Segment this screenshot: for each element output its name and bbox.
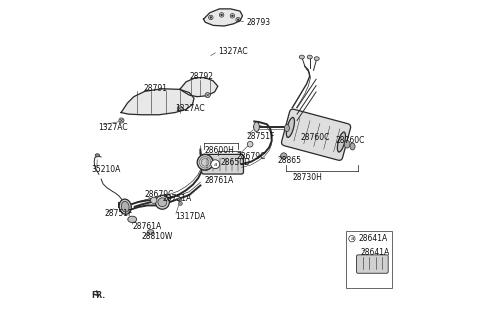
Polygon shape [121,89,194,115]
Circle shape [237,19,239,21]
Text: 28751F: 28751F [246,132,275,141]
Text: 28679C: 28679C [145,190,174,198]
Circle shape [210,16,212,18]
Text: 28730H: 28730H [292,173,322,182]
Circle shape [205,93,210,98]
Circle shape [281,153,287,159]
Text: 28751F: 28751F [104,209,132,217]
Ellipse shape [253,122,259,132]
Ellipse shape [314,57,319,61]
Ellipse shape [307,55,312,59]
Text: 28751A: 28751A [162,194,192,203]
Circle shape [178,198,181,202]
Circle shape [119,118,124,123]
Text: 28760C: 28760C [300,133,330,142]
Text: 28792: 28792 [189,72,213,81]
Circle shape [231,15,233,17]
Circle shape [156,195,169,209]
Text: a: a [350,236,354,241]
Text: 1327AC: 1327AC [175,104,204,113]
Text: 28650D: 28650D [221,158,251,167]
Ellipse shape [119,199,132,214]
Text: 35210A: 35210A [91,165,120,174]
Circle shape [197,154,213,170]
Ellipse shape [128,216,137,223]
Ellipse shape [344,140,350,148]
Text: 28600H: 28600H [204,146,234,155]
Polygon shape [204,9,242,26]
Ellipse shape [284,125,289,132]
Text: 28679C: 28679C [237,152,266,161]
FancyBboxPatch shape [357,255,388,273]
Ellipse shape [299,55,304,59]
Ellipse shape [350,143,355,150]
Text: a: a [214,162,217,167]
Ellipse shape [121,201,129,212]
Ellipse shape [337,132,346,152]
Text: 28793: 28793 [246,18,270,27]
Circle shape [211,160,220,169]
FancyBboxPatch shape [281,109,351,160]
Circle shape [247,141,253,147]
Text: 28641A: 28641A [358,234,387,243]
Ellipse shape [287,118,294,137]
Text: 1327AC: 1327AC [218,47,247,56]
FancyBboxPatch shape [202,154,243,174]
Text: 28810W: 28810W [142,232,173,241]
Text: 1327AC: 1327AC [98,123,128,132]
Bar [346,231,392,288]
Ellipse shape [147,230,154,235]
Polygon shape [180,78,218,97]
Text: 28761A: 28761A [132,223,161,231]
Text: 28760C: 28760C [335,136,364,145]
Text: 28865: 28865 [277,156,301,165]
Text: 28641A: 28641A [360,248,390,256]
Circle shape [151,197,157,204]
Circle shape [158,198,167,207]
Circle shape [221,14,223,16]
Circle shape [177,106,182,111]
Text: 28761A: 28761A [204,176,234,184]
Ellipse shape [95,154,99,157]
Circle shape [179,202,182,205]
Text: 1317DA: 1317DA [175,212,205,221]
Text: 28791: 28791 [144,84,168,93]
Text: FR.: FR. [92,291,106,300]
